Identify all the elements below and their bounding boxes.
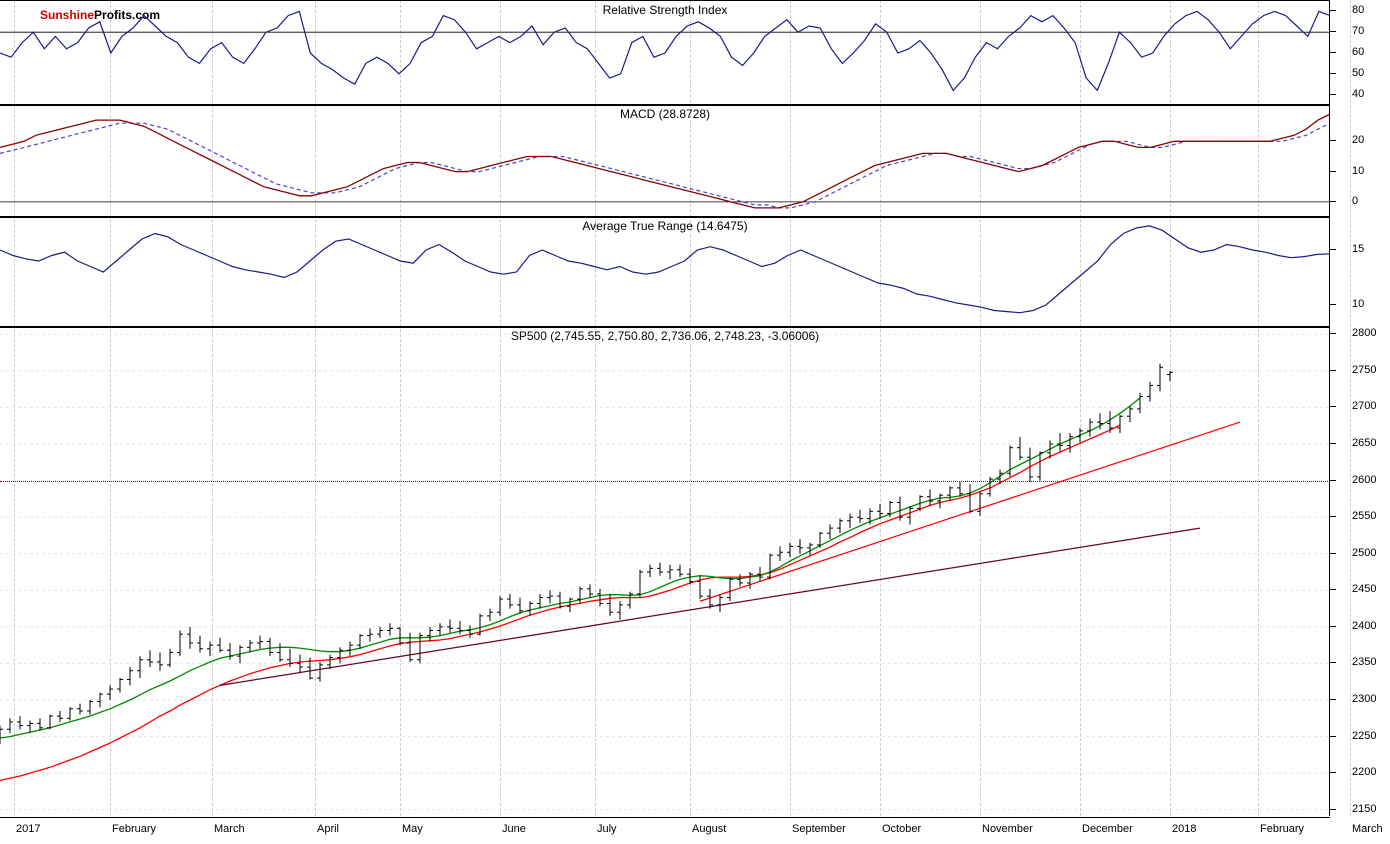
y-tick-label: 2200 (1352, 766, 1376, 778)
x-axis: 2017 February March April May June July August S… (0, 816, 1390, 836)
price-reference-line (0, 481, 1330, 482)
y-tick-label: 2150 (1352, 803, 1376, 815)
y-tick-label: 50 (1352, 67, 1364, 79)
y-tick-label: 60 (1352, 46, 1364, 58)
x-label: February (1260, 823, 1304, 835)
stock-chart: SunshineProfits.com Relative Strength In… (0, 0, 1390, 844)
y-tick-label: 2450 (1352, 583, 1376, 595)
macd-plot (0, 105, 1330, 217)
rsi-panel: Relative Strength Index (0, 0, 1330, 106)
y-tick-label: 40 (1352, 88, 1364, 100)
x-label: May (402, 823, 423, 835)
x-label: February (112, 823, 156, 835)
y-tick-label: 15 (1352, 243, 1364, 255)
y-tick-label: 2650 (1352, 437, 1376, 449)
y-tick-label: 20 (1352, 134, 1364, 146)
x-label: March (1352, 823, 1383, 835)
y-tick-label: 2500 (1352, 547, 1376, 559)
x-label: 2017 (16, 823, 40, 835)
x-label: April (317, 823, 339, 835)
y-tick-label: 2400 (1352, 620, 1376, 632)
price-plot (0, 327, 1330, 817)
x-label: December (1082, 823, 1133, 835)
y-tick-label: 2750 (1352, 364, 1376, 376)
x-label: November (982, 823, 1033, 835)
y-tick-label: 2800 (1352, 327, 1376, 339)
y-tick-label: 70 (1352, 25, 1364, 37)
x-label: March (214, 823, 245, 835)
price-panel: SP500 (2,745.55, 2,750.80, 2,736.06, 2,7… (0, 326, 1330, 818)
x-label: August (692, 823, 726, 835)
y-tick-label: 2550 (1352, 510, 1376, 522)
x-label: 2018 (1172, 823, 1196, 835)
y-tick-label: 2350 (1352, 656, 1376, 668)
y-tick-label: 2300 (1352, 693, 1376, 705)
y-tick-label: 2600 (1352, 474, 1376, 486)
y-tick-label: 2700 (1352, 400, 1376, 412)
y-tick-label: 10 (1352, 298, 1364, 310)
x-label: June (502, 823, 526, 835)
y-axis: 40 50 60 70 80 0 10 20 10 15 2150 2200 2250 2300 2350 2… (1329, 0, 1390, 816)
y-tick-label: 10 (1352, 165, 1364, 177)
x-label: September (792, 823, 846, 835)
x-label: July (597, 823, 617, 835)
y-tick-label: 80 (1352, 4, 1364, 16)
x-label: October (882, 823, 921, 835)
rsi-plot (0, 1, 1330, 105)
y-tick-label: 0 (1352, 195, 1358, 207)
macd-panel: MACD (28.8728) (0, 104, 1330, 218)
y-tick-label: 2250 (1352, 730, 1376, 742)
atr-plot (0, 217, 1330, 327)
atr-panel: Average True Range (14.6475) (0, 216, 1330, 328)
